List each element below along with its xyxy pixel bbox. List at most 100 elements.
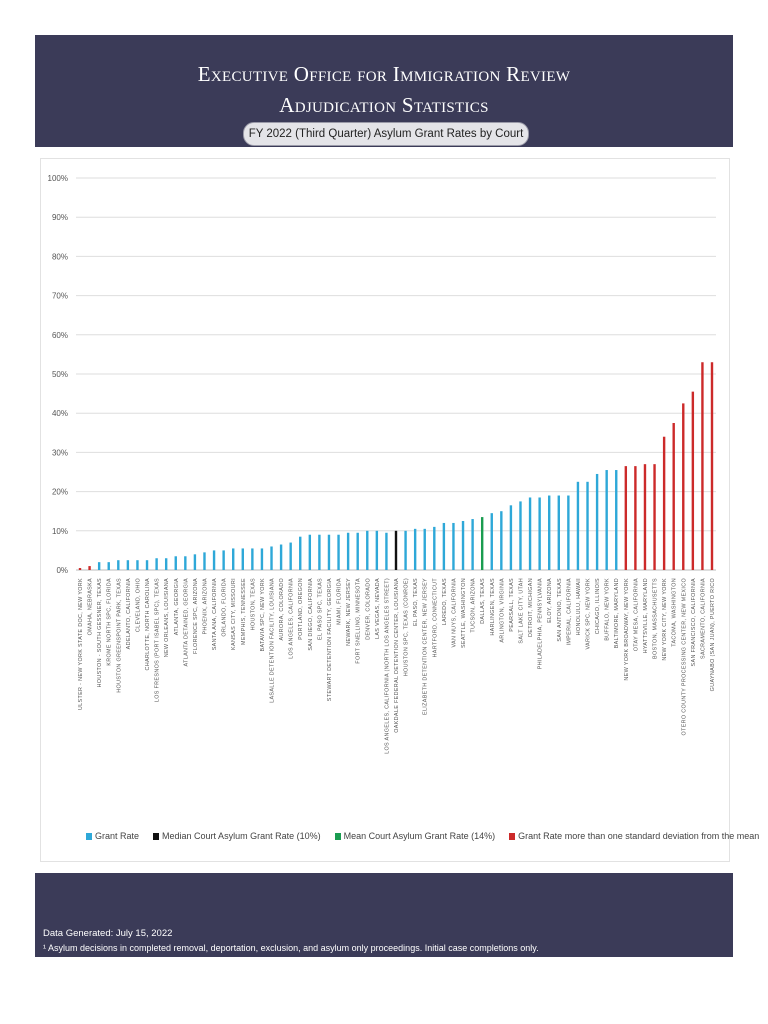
- x-tick-label: BOSTON, MASSACHUSETTS: [653, 578, 659, 659]
- x-tick-label: HYATTSVILLE, MARYLAND: [643, 578, 649, 653]
- y-tick-label: 60%: [52, 331, 68, 340]
- legend-item-grant-rate: Grant Rate: [86, 831, 139, 841]
- bar: [203, 552, 206, 570]
- bar: [653, 464, 656, 570]
- bar: [662, 436, 666, 570]
- bar: [385, 532, 388, 570]
- title-line2: Adjudication Statistics: [279, 93, 489, 117]
- x-tick-label: HOUSTON SPC, TEXAS (CONROE): [404, 578, 410, 676]
- bar: [643, 464, 647, 570]
- y-tick-label: 90%: [52, 213, 68, 222]
- x-tick-label: SANTA ANA, CALIFORNIA: [212, 578, 218, 650]
- bar: [155, 558, 158, 570]
- bar: [404, 530, 407, 570]
- x-tick-label: EL PASO, TEXAS: [413, 578, 419, 626]
- x-tick-label: LAREDO, TEXAS: [442, 578, 448, 625]
- x-tick-label: BALTIMORE, MARYLAND: [614, 578, 620, 648]
- legend: Grant Rate Median Court Asylum Grant Rat…: [86, 831, 759, 841]
- legend-label: Median Court Asylum Grant Rate (10%): [162, 831, 321, 841]
- bar: [480, 517, 484, 570]
- x-tick-label: MEMPHIS, TENNESSEE: [241, 578, 247, 645]
- x-tick-label: ARLINGTON, VIRGINIA: [499, 578, 505, 643]
- x-tick-label: NEW ORLEANS, LOUISIANA: [164, 578, 170, 657]
- bar: [471, 519, 474, 570]
- x-tick-label: BUFFALO, NEW YORK: [605, 578, 611, 641]
- legend-item-outlier: Grant Rate more than one standard deviat…: [509, 831, 759, 841]
- y-tick-label: 20%: [52, 488, 68, 497]
- bar: [88, 566, 91, 570]
- bar: [241, 548, 244, 570]
- bar: [605, 470, 608, 570]
- bar: [490, 513, 493, 570]
- bar: [270, 546, 273, 570]
- x-tick-label: OMAHA, NEBRASKA: [88, 578, 94, 635]
- footnote: ¹ Asylum decisions in completed removal,…: [43, 943, 539, 953]
- y-tick-label: 80%: [52, 252, 68, 261]
- bar: [672, 423, 675, 570]
- x-tick-label: MIAMI, FLORIDA: [337, 578, 343, 625]
- bar: [624, 466, 628, 570]
- chart-panel: [40, 158, 730, 862]
- y-tick-label: 40%: [52, 409, 68, 418]
- bar: [576, 481, 580, 570]
- bar: [452, 522, 455, 570]
- x-tick-label: LOS ANGELES, CALIFORNIA (NORTH LOS ANGEL…: [384, 578, 390, 754]
- y-tick-label: 30%: [52, 448, 68, 457]
- x-tick-label: HOUSTON GREENSPOINT PARK, TEXAS: [116, 578, 122, 693]
- bar: [682, 403, 685, 570]
- x-tick-label: NEWARK, NEW JERSEY: [346, 578, 352, 646]
- bar: [548, 495, 551, 570]
- x-tick-label: ORLANDO, FLORIDA: [222, 578, 228, 637]
- x-tick-label: FORT SNELLING, MINNESOTA: [356, 578, 362, 664]
- x-tick-label: IMPERIAL, CALIFORNIA: [566, 578, 572, 646]
- x-tick-label: SAN FRANCISCO, CALIFORNIA: [691, 578, 697, 666]
- bar: [308, 534, 312, 570]
- bar: [442, 522, 446, 570]
- x-tick-label: SAN ANTONIO, TEXAS: [557, 578, 563, 642]
- bar: [433, 526, 436, 570]
- bar: [375, 530, 379, 570]
- bar: [299, 536, 302, 570]
- bar: [528, 497, 532, 570]
- bar: [126, 560, 130, 570]
- x-tick-label: CHICAGO, ILLINOIS: [595, 578, 601, 634]
- x-tick-label: SACRAMENTO, CALIFORNIA: [700, 578, 706, 659]
- x-tick-label: ATLANTA, GEORGIA: [174, 578, 180, 635]
- bar: [193, 554, 197, 570]
- x-tick-label: HOUSTON, TEXAS: [250, 578, 256, 630]
- x-tick-label: PHOENIX, ARIZONA: [202, 578, 208, 635]
- x-tick-label: ADELANTO, CALIFORNIA: [126, 578, 132, 649]
- bar: [366, 530, 369, 570]
- x-tick-label: DETROIT, MICHIGAN: [528, 578, 534, 637]
- bar: [710, 362, 714, 570]
- bar: [289, 542, 292, 570]
- x-tick-label: EL PASO SPC, TEXAS: [317, 578, 323, 640]
- bar: [423, 528, 426, 570]
- legend-label: Grant Rate: [95, 831, 140, 841]
- x-tick-label: ATLANTA DETAINED, GEORGIA: [183, 578, 189, 666]
- x-tick-label: PORTLAND, OREGON: [298, 578, 304, 640]
- bar: [164, 558, 168, 570]
- bar: [117, 560, 120, 570]
- bar: [538, 497, 541, 570]
- y-tick-label: 70%: [52, 292, 68, 301]
- bar: [232, 548, 235, 570]
- y-tick-label: 0%: [56, 566, 68, 575]
- x-tick-label: SEATTLE, WASHINGTON: [461, 578, 467, 648]
- x-tick-label: VARICK SPC, NEW YORK: [586, 578, 592, 650]
- x-tick-label: OTAY MESA, CALIFORNIA: [633, 578, 639, 651]
- bar: [394, 530, 398, 570]
- bar-chart: 0% 10% 20% 30% 40% 50% 60% 70% 80% 90% 100% ULSTER …: [48, 174, 716, 754]
- legend-label: Mean Court Asylum Grant Rate (14%): [343, 831, 496, 841]
- x-tick-label: SAN DIEGO, CALIFORNIA: [308, 578, 314, 651]
- x-tick-label: NEW YORK BROADWAY, NEW YORK: [624, 578, 630, 681]
- x-tick-label: GUAYNABO (SAN JUAN), PUERTO RICO: [710, 578, 716, 691]
- bar: [279, 544, 283, 570]
- bar: [461, 521, 465, 570]
- footer-banner: Data Generated: July 15, 2022 ¹ Asylum d…: [35, 873, 733, 957]
- legend-item-median: Median Court Asylum Grant Rate (10%): [153, 831, 321, 841]
- x-tick-label: FLORENCE SPC, ARIZONA: [193, 578, 199, 654]
- y-tick-label: 10%: [52, 527, 68, 536]
- x-tick-label: LAS VEGAS, NEVADA: [375, 578, 381, 639]
- legend-label: Grant Rate more than one standard deviat…: [518, 831, 760, 841]
